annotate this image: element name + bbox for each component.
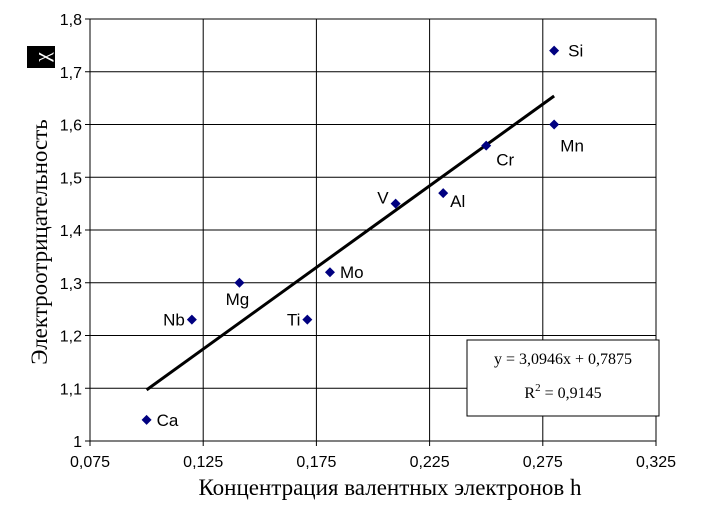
y-tick-label: 1,1	[60, 381, 82, 398]
x-tick-label: 0,175	[296, 454, 336, 471]
y-tick-label: 1,3	[60, 276, 82, 293]
x-tick-label: 0,225	[410, 454, 450, 471]
data-point-marker	[549, 119, 560, 130]
x-tick-label: 0,075	[70, 454, 110, 471]
data-points: Ca Nb Mg Ti Mo V Al Cr Mn Si	[141, 42, 584, 430]
y-axis-title-text: Электроотрицательность	[27, 119, 52, 364]
y-axis-symbol: χ	[29, 52, 54, 63]
x-tick-labels: 0,075 0,125 0,175 0,225 0,275 0,325	[70, 441, 676, 471]
gridlines	[90, 19, 656, 441]
y-tick-label: 1,2	[60, 329, 82, 346]
x-tick-label: 0,125	[183, 454, 223, 471]
data-point-label: Ca	[157, 411, 179, 430]
y-tick-label: 1,7	[60, 65, 82, 82]
data-point-label: Mo	[340, 263, 364, 282]
data-point-label: Mn	[560, 137, 584, 156]
equation-label: y = 3,0946x + 0,7875	[494, 351, 632, 368]
data-point-label: Cr	[496, 151, 514, 170]
data-point-marker	[186, 314, 197, 325]
data-point-marker	[549, 45, 560, 56]
y-tick-label: 1,4	[60, 223, 82, 240]
y-tick-label: 1	[73, 434, 82, 451]
y-axis-title: Электроотрицательность χ	[27, 46, 55, 365]
equation-box: y = 3,0946x + 0,7875 R2 = 0,9145	[466, 339, 660, 417]
data-point-label: V	[377, 189, 389, 208]
data-point-marker	[390, 198, 401, 209]
x-tick-label: 0,325	[636, 454, 676, 471]
data-point-marker	[481, 140, 492, 151]
data-point-label: Ti	[287, 311, 301, 330]
data-point-marker	[234, 277, 245, 288]
y-tick-label: 1,6	[60, 118, 82, 135]
data-point-marker	[438, 188, 449, 199]
x-tick-label: 0,275	[523, 454, 563, 471]
y-tick-labels: 1 1,1 1,2 1,3 1,4 1,5 1,6 1,7 1,8	[60, 12, 90, 451]
data-point-label: Nb	[163, 311, 185, 330]
y-tick-label: 1,5	[60, 170, 82, 187]
x-axis-title: Концентрация валентных электронов h	[198, 475, 582, 500]
data-point-marker	[302, 314, 313, 325]
data-point-label: Mg	[226, 290, 250, 309]
y-axis-symbol-box	[27, 46, 55, 68]
data-point-marker	[324, 267, 335, 278]
data-point-marker	[141, 414, 152, 425]
r-squared-label: R2 = 0,9145	[524, 382, 601, 402]
y-tick-label: 1,8	[60, 12, 82, 29]
data-point-label: Al	[450, 192, 465, 211]
data-point-label: Si	[568, 42, 583, 61]
